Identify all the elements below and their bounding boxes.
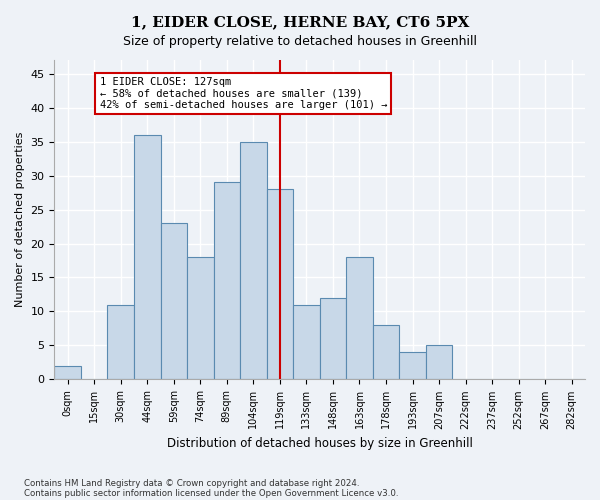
Bar bbox=[161, 223, 187, 380]
Bar bbox=[240, 142, 266, 380]
Bar bbox=[187, 257, 214, 380]
Bar bbox=[293, 304, 320, 380]
Bar bbox=[320, 298, 346, 380]
Text: 1 EIDER CLOSE: 127sqm
← 58% of detached houses are smaller (139)
42% of semi-det: 1 EIDER CLOSE: 127sqm ← 58% of detached … bbox=[100, 77, 387, 110]
Bar bbox=[55, 366, 81, 380]
Bar bbox=[426, 346, 452, 380]
Text: Size of property relative to detached houses in Greenhill: Size of property relative to detached ho… bbox=[123, 35, 477, 48]
Bar bbox=[134, 135, 161, 380]
Bar bbox=[373, 325, 399, 380]
Bar bbox=[107, 304, 134, 380]
Text: Contains public sector information licensed under the Open Government Licence v3: Contains public sector information licen… bbox=[24, 488, 398, 498]
Bar bbox=[346, 257, 373, 380]
Bar bbox=[399, 352, 426, 380]
Y-axis label: Number of detached properties: Number of detached properties bbox=[15, 132, 25, 308]
X-axis label: Distribution of detached houses by size in Greenhill: Distribution of detached houses by size … bbox=[167, 437, 473, 450]
Text: 1, EIDER CLOSE, HERNE BAY, CT6 5PX: 1, EIDER CLOSE, HERNE BAY, CT6 5PX bbox=[131, 15, 469, 29]
Bar bbox=[214, 182, 240, 380]
Text: Contains HM Land Registry data © Crown copyright and database right 2024.: Contains HM Land Registry data © Crown c… bbox=[24, 478, 359, 488]
Bar bbox=[266, 189, 293, 380]
